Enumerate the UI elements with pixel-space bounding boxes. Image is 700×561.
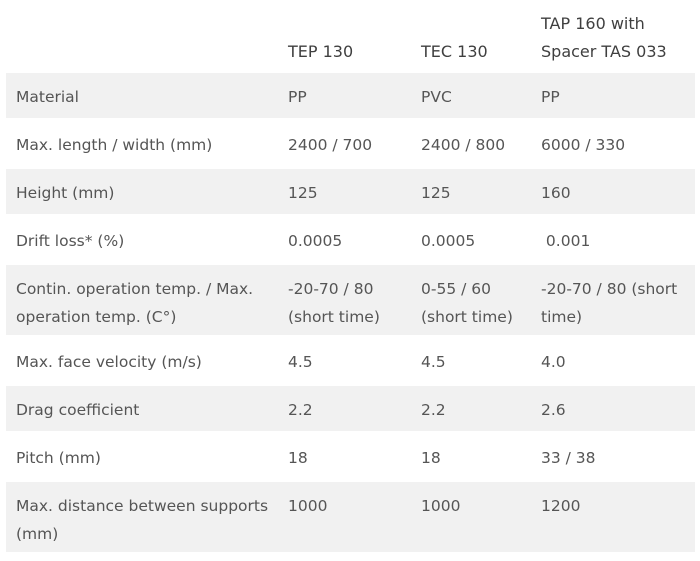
row-label: Material (16, 88, 79, 106)
table-row-material: Material PP PVC PP (6, 72, 695, 118)
table-row-height: Height (mm) 125 125 160 (6, 168, 695, 214)
cell-tep-130: 4.5 (288, 353, 313, 371)
cell-tap-160: 33 / 38 (541, 449, 596, 467)
cell-tep-130: 1000 (288, 497, 328, 515)
table-row-pitch: Pitch (mm) 18 18 33 / 38 (6, 433, 695, 479)
column-header-tec-130: TEC 130 (421, 42, 488, 61)
cell-tep-130: 125 (288, 184, 318, 202)
cell-tec-130: PVC (421, 88, 452, 106)
cell-tec-130: 4.5 (421, 353, 446, 371)
cell-tec-130: 125 (421, 184, 451, 202)
table-row-operation-temp: Contin. operation temp. / Max. operation… (6, 264, 695, 335)
cell-tep-130: -20-70 / 80 (short time) (288, 280, 380, 326)
table-row-max-length-width: Max. length / width (mm) 2400 / 700 2400… (6, 120, 695, 166)
cell-tep-130: PP (288, 88, 307, 106)
cell-tap-160: 160 (541, 184, 571, 202)
row-label: Max. length / width (mm) (16, 136, 213, 154)
column-header-tep-130: TEP 130 (288, 42, 354, 61)
cell-tec-130: 0.0005 (421, 232, 476, 250)
column-header-tap-160: TAP 160 with Spacer TAS 033 (541, 14, 667, 61)
cell-tap-160: 0.001 (541, 232, 591, 250)
specification-table: TEP 130 TEC 130 TAP 160 with Spacer TAS … (6, 0, 695, 552)
row-label: Drag coefficient (16, 401, 140, 419)
cell-tap-160: 6000 / 330 (541, 136, 626, 154)
cell-tap-160: 2.6 (541, 401, 566, 419)
cell-tap-160: 4.0 (541, 353, 566, 371)
cell-tec-130: 0-55 / 60 (short time) (421, 280, 513, 326)
row-label: Height (mm) (16, 184, 115, 202)
cell-tec-130: 2400 / 800 (421, 136, 506, 154)
cell-tap-160: PP (541, 88, 560, 106)
row-label: Pitch (mm) (16, 449, 101, 467)
table-header-row: TEP 130 TEC 130 TAP 160 with Spacer TAS … (6, 0, 695, 72)
cell-tep-130: 0.0005 (288, 232, 343, 250)
row-label: Max. face velocity (m/s) (16, 353, 202, 371)
cell-tap-160: 1200 (541, 497, 581, 515)
table-row-max-face-velocity: Max. face velocity (m/s) 4.5 4.5 4.0 (6, 337, 695, 383)
cell-tec-130: 18 (421, 449, 441, 467)
table-row-max-distance-supports: Max. distance between supports (mm) 1000… (6, 481, 695, 552)
table-row-drag-coefficient: Drag coefficient 2.2 2.2 2.6 (6, 385, 695, 431)
table-row-drift-loss: Drift loss* (%) 0.0005 0.0005 0.001 (6, 216, 695, 262)
cell-tep-130: 18 (288, 449, 308, 467)
row-label: Contin. operation temp. / Max. operation… (16, 280, 254, 326)
row-label: Drift loss* (%) (16, 232, 125, 250)
cell-tap-160: -20-70 / 80 (short time) (541, 280, 678, 326)
cell-tep-130: 2.2 (288, 401, 313, 419)
cell-tec-130: 2.2 (421, 401, 446, 419)
cell-tep-130: 2400 / 700 (288, 136, 373, 154)
cell-tec-130: 1000 (421, 497, 461, 515)
row-label: Max. distance between supports (mm) (16, 497, 269, 543)
